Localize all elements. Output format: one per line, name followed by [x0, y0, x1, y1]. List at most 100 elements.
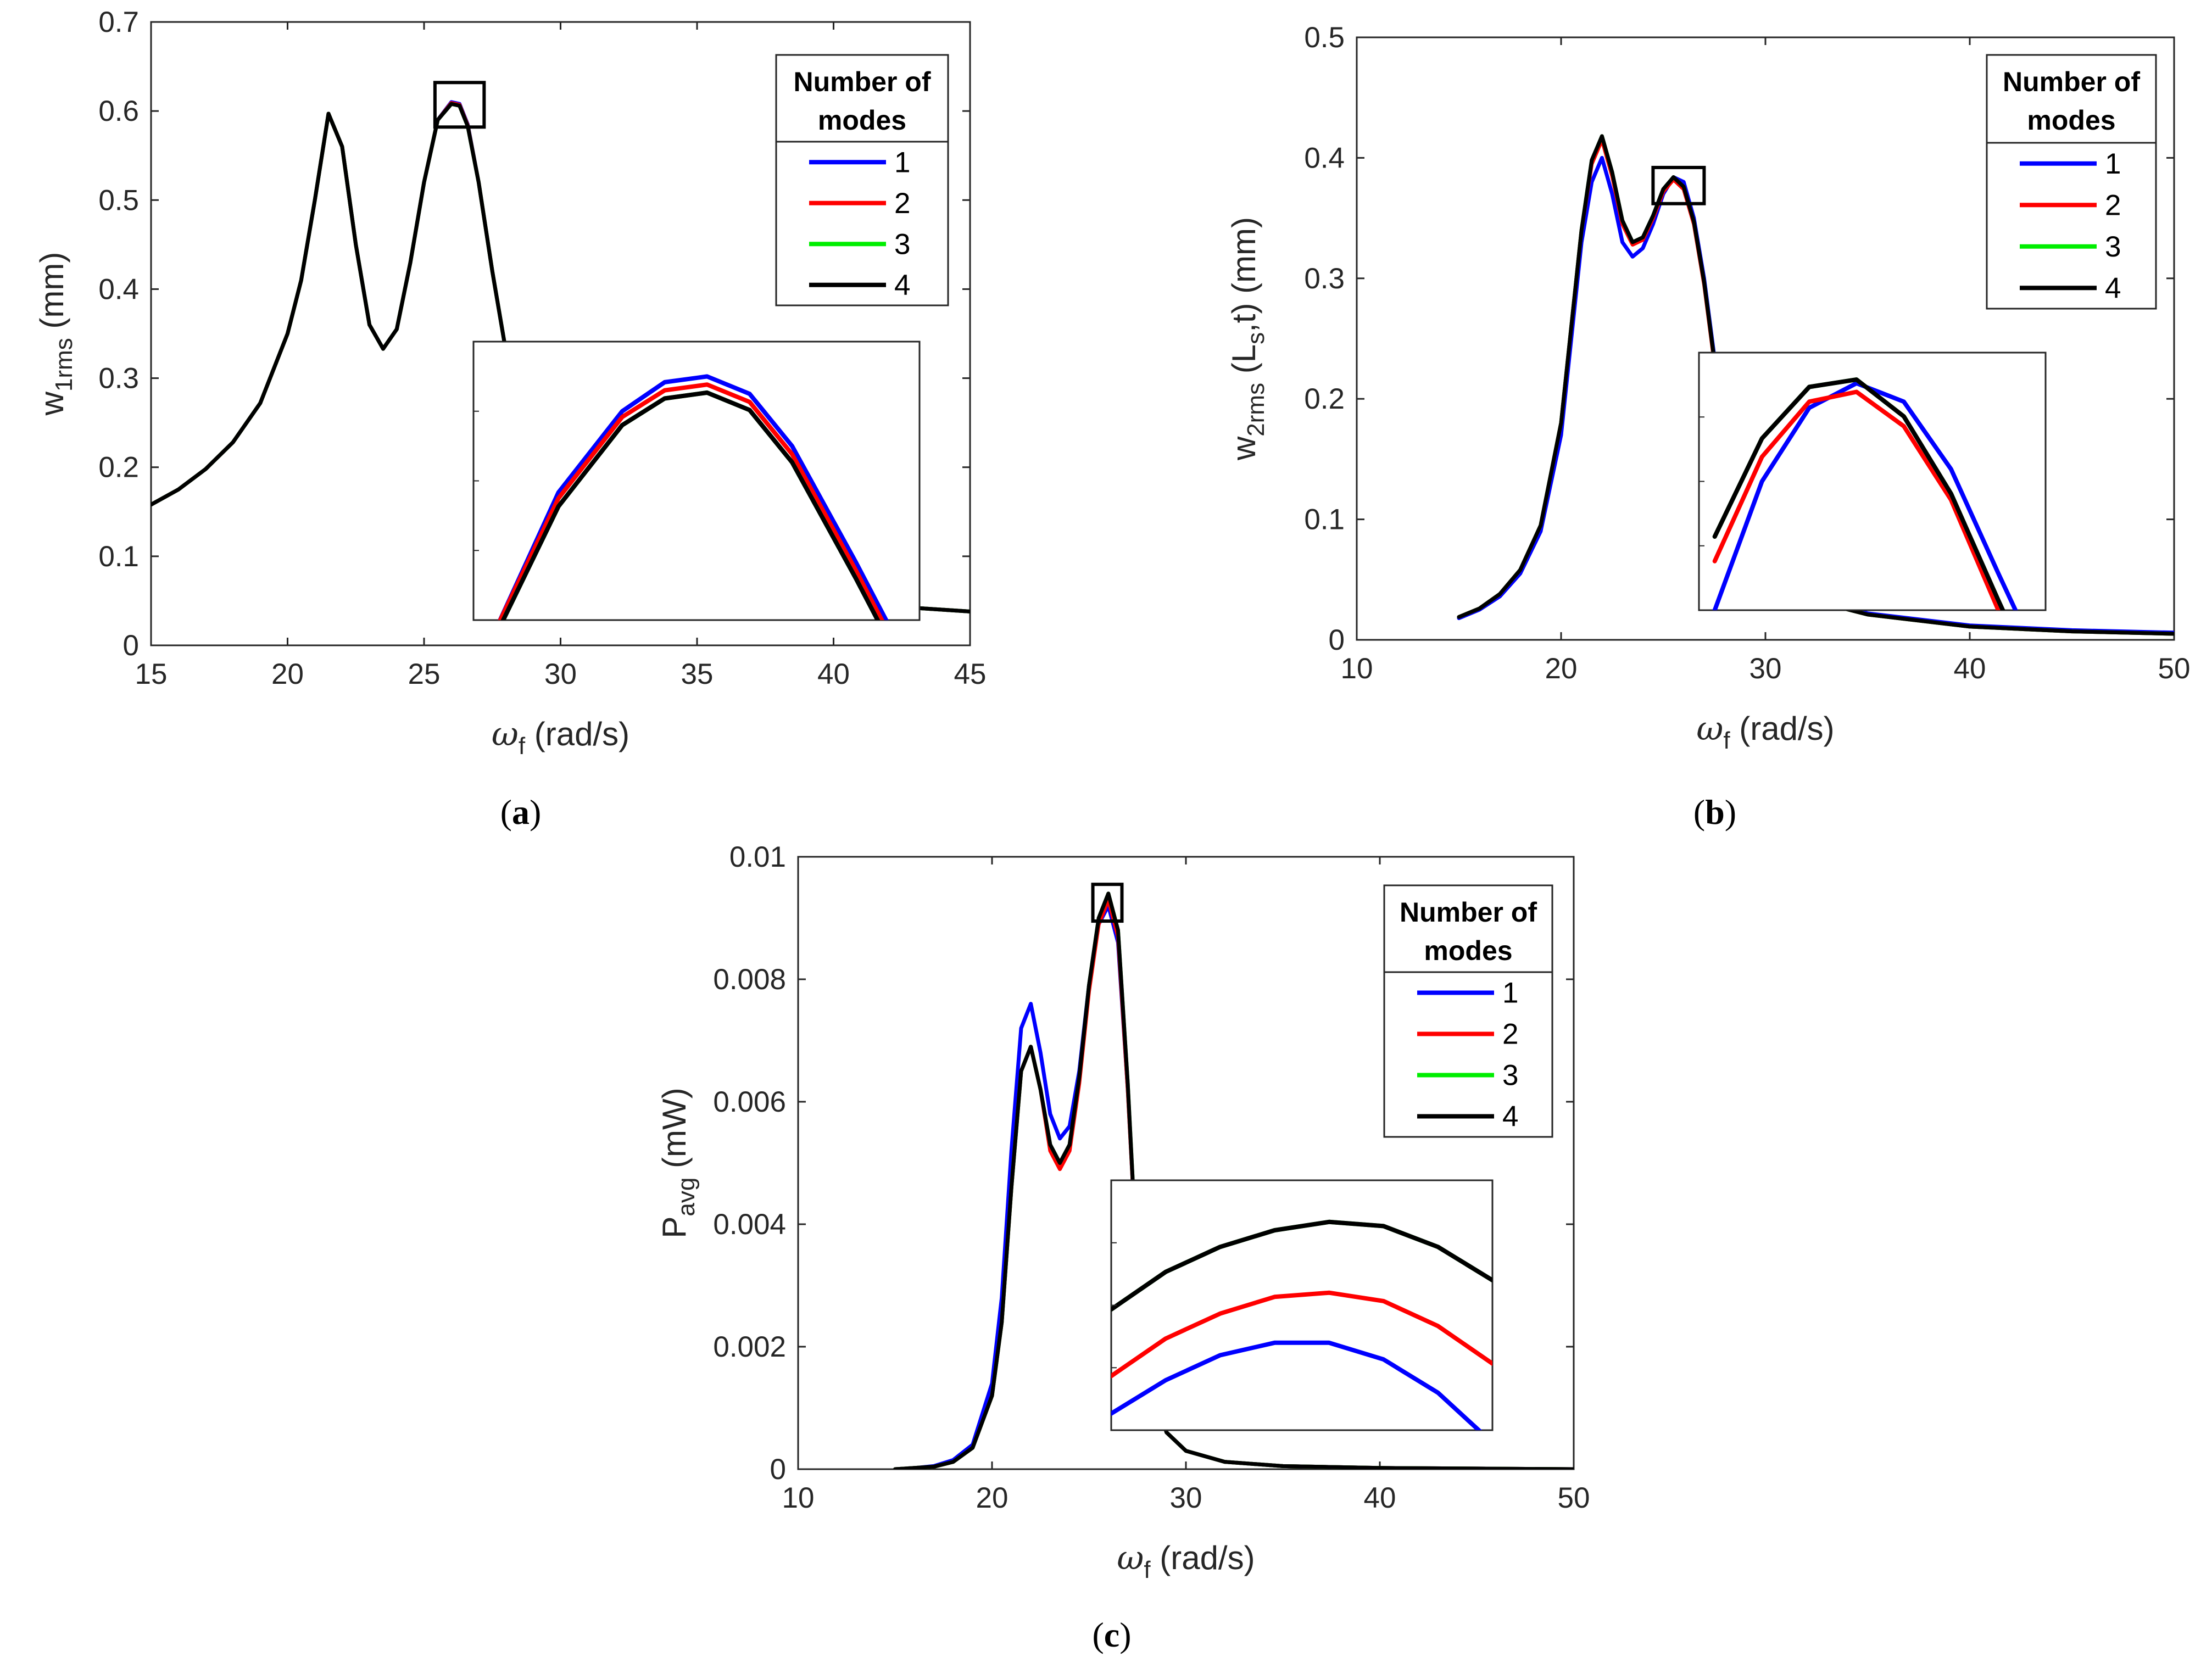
inset-series-line-2 [1712, 389, 2001, 610]
y-tick-label: 0.1 [98, 540, 139, 573]
x-tick-label: 30 [1170, 1482, 1202, 1514]
x-axis-label-sub: f [519, 733, 526, 760]
y-axis-label-rest: ,t) (mm) [1225, 217, 1262, 332]
caption-letter: b [1705, 793, 1725, 832]
x-tick-label: 50 [1558, 1482, 1590, 1514]
y-axis-label: w2rms (Ls,t) (mm) [1225, 217, 1269, 461]
panel-caption: (a) [500, 793, 542, 832]
inset-panel [472, 341, 921, 621]
y-tick-label: 0 [770, 1453, 786, 1486]
legend-title-line2: modes [2027, 105, 2115, 136]
inset-area [472, 341, 921, 621]
legend-label-2: 2 [1502, 1018, 1518, 1051]
inset-series-group [497, 374, 889, 620]
inset-series-group [1111, 1219, 1492, 1430]
y-axis-label-sub: avg [673, 1178, 700, 1217]
y-tick-label: 0.5 [1304, 21, 1345, 54]
panel-caption: (b) [1693, 793, 1736, 832]
inset-area [1698, 352, 2047, 611]
caption-close: ) [1119, 1615, 1131, 1654]
caption-open: ( [500, 793, 512, 832]
x-axis-label-sub: f [1144, 1557, 1151, 1583]
y-axis-label-sub: 1rms [51, 338, 77, 392]
y-tick-label: 0.008 [713, 963, 786, 996]
x-tick-label: 40 [1364, 1482, 1396, 1514]
y-tick-label: 0.5 [98, 184, 139, 216]
legend-box [775, 54, 949, 306]
inset-series-line-1 [1111, 1340, 1483, 1430]
y-tick-label: 0.6 [98, 95, 139, 127]
inset-series-line-1 [497, 374, 889, 620]
x-axis-label-symbol: ω [492, 715, 519, 754]
y-tick-label: 0.3 [1304, 263, 1345, 295]
y-tick-label: 0.2 [98, 451, 139, 484]
y-tick-label: 0.3 [98, 362, 139, 395]
x-tick-label: 20 [1545, 652, 1578, 685]
legend-label-1: 1 [894, 146, 910, 178]
legend-label-1: 1 [1502, 977, 1518, 1009]
y-tick-label: 0.4 [1304, 142, 1345, 174]
y-tick-label: 0.004 [713, 1208, 786, 1241]
legend-title-line2: modes [818, 105, 906, 136]
x-axis-label: ωf (rad/s) [1117, 1539, 1255, 1583]
y-axis-label-mid: (L [1225, 344, 1262, 383]
y-axis-label-base: w [1225, 436, 1262, 461]
legend-box [1986, 54, 2157, 310]
x-tick-label: 15 [135, 658, 168, 690]
legend-label-3: 3 [1502, 1059, 1518, 1092]
caption-letter: a [512, 793, 530, 832]
y-tick-label: 0.4 [98, 273, 139, 305]
x-tick-label: 40 [1954, 652, 1986, 685]
inset-series-line-1 [1712, 381, 2018, 610]
y-tick-label: 0 [1329, 624, 1345, 656]
inset-panel [1698, 352, 2047, 611]
x-axis-label: ωf (rad/s) [492, 715, 629, 760]
panel-caption: (c) [1092, 1615, 1131, 1654]
inset-series-line-4 [1111, 1219, 1492, 1312]
x-tick-label: 40 [817, 658, 850, 690]
x-axis-label-rest: (rad/s) [525, 716, 629, 752]
zoom-box [1651, 165, 1706, 205]
legend-title-line1: Number of [794, 66, 931, 97]
x-tick-label: 30 [1749, 652, 1782, 685]
y-tick-label: 0.006 [713, 1086, 786, 1118]
x-tick-label: 10 [782, 1482, 815, 1514]
legend: Number of modes 1 2 3 4 [1986, 54, 2157, 310]
inset-series-group [1712, 377, 2018, 610]
legend: Number of modes 1 2 3 4 [1383, 884, 1553, 1138]
y-axis-label-base: P [656, 1217, 693, 1239]
inset-series-line-4 [500, 390, 881, 620]
legend-label-4: 4 [894, 269, 910, 302]
chart-panel-c: 10 20 30 40 50 0 0.002 0.004 0.006 0.008 0.01 Numbe… [656, 841, 1590, 1654]
legend-label-4: 4 [1502, 1101, 1518, 1133]
y-axis-label-rest: (mW) [656, 1087, 693, 1177]
y-tick-label: 0.2 [1304, 383, 1345, 415]
caption-close: ) [530, 793, 541, 832]
y-tick-label: 0.01 [729, 841, 786, 873]
chart-panel-b: 10 20 30 40 50 0 0.1 0.2 0.3 0.4 0.5 Number of modes… [1225, 21, 2190, 832]
x-axis-label-rest: (rad/s) [1730, 710, 1835, 747]
y-axis-label-sub2: s [1242, 332, 1269, 344]
y-tick-label: 0.002 [713, 1331, 786, 1363]
chart-panel-a: 15 20 25 30 35 40 45 0 0.1 0.2 0.3 0.4 0.5 0.6 0.7 Numb… [34, 6, 986, 832]
legend-label-2: 2 [894, 187, 910, 220]
y-axis-label-rest: (mm) [34, 252, 70, 338]
inset-series-line-4 [1712, 377, 2005, 610]
legend-label-1: 1 [2105, 148, 2121, 180]
y-axis-label-sub: 2rms [1242, 383, 1269, 437]
x-tick-label: 20 [271, 658, 304, 690]
series-line-4 [893, 891, 1574, 1469]
x-tick-label: 10 [1341, 652, 1373, 685]
x-tick-label: 30 [544, 658, 577, 690]
legend-label-2: 2 [2105, 189, 2121, 221]
y-axis-label: w1rms (mm) [34, 252, 77, 416]
legend-title-line2: modes [1424, 935, 1512, 966]
x-tick-label: 45 [954, 658, 987, 690]
legend-title-line1: Number of [2003, 66, 2140, 97]
legend-title-line1: Number of [1400, 897, 1537, 928]
y-axis-label: Pavg (mW) [656, 1087, 700, 1238]
x-tick-label: 20 [976, 1482, 1009, 1514]
inset-area [1110, 1179, 1494, 1431]
inset-series-line-2 [498, 382, 885, 620]
